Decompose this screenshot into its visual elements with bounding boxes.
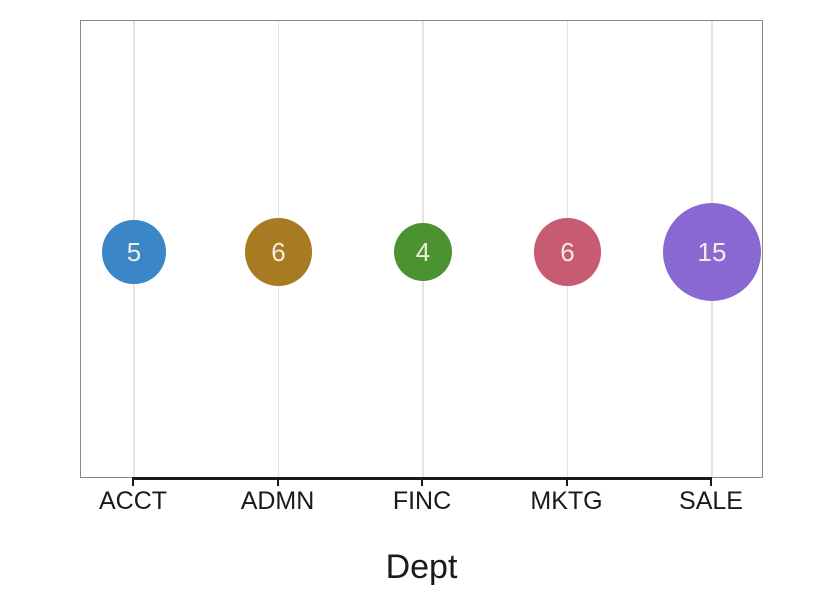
- x-tick-admn: [276, 477, 279, 486]
- bubble-value-acct: 5: [126, 236, 142, 267]
- x-tick-label-admn: ADMN: [240, 487, 315, 515]
- x-tick-finc: [421, 477, 423, 486]
- x-tick-acct: [132, 477, 134, 486]
- bubble-admn: 6: [244, 218, 313, 286]
- bubble-sale: 15: [662, 202, 762, 302]
- x-tick-label-finc: FINC: [392, 487, 452, 515]
- x-tick-sale: [710, 477, 712, 486]
- bubble-value-sale: 15: [697, 236, 727, 267]
- x-tick-label-acct: ACCT: [98, 487, 168, 515]
- bubble-value-finc: 4: [415, 237, 431, 267]
- bubble-mktg: 6: [533, 218, 602, 286]
- plot-panel: 5 6 4 6 15: [80, 20, 763, 478]
- bubble-value-mktg: 6: [560, 236, 575, 267]
- x-tick-label-mktg: MKTG: [530, 487, 603, 515]
- x-tick-mktg: [565, 477, 568, 486]
- x-tick-label-sale: SALE: [679, 487, 743, 515]
- bubble-value-admn: 6: [271, 236, 286, 267]
- bubble-acct: 5: [102, 220, 166, 284]
- x-axis-title: Dept: [385, 548, 458, 586]
- bubble-finc: 4: [394, 223, 452, 281]
